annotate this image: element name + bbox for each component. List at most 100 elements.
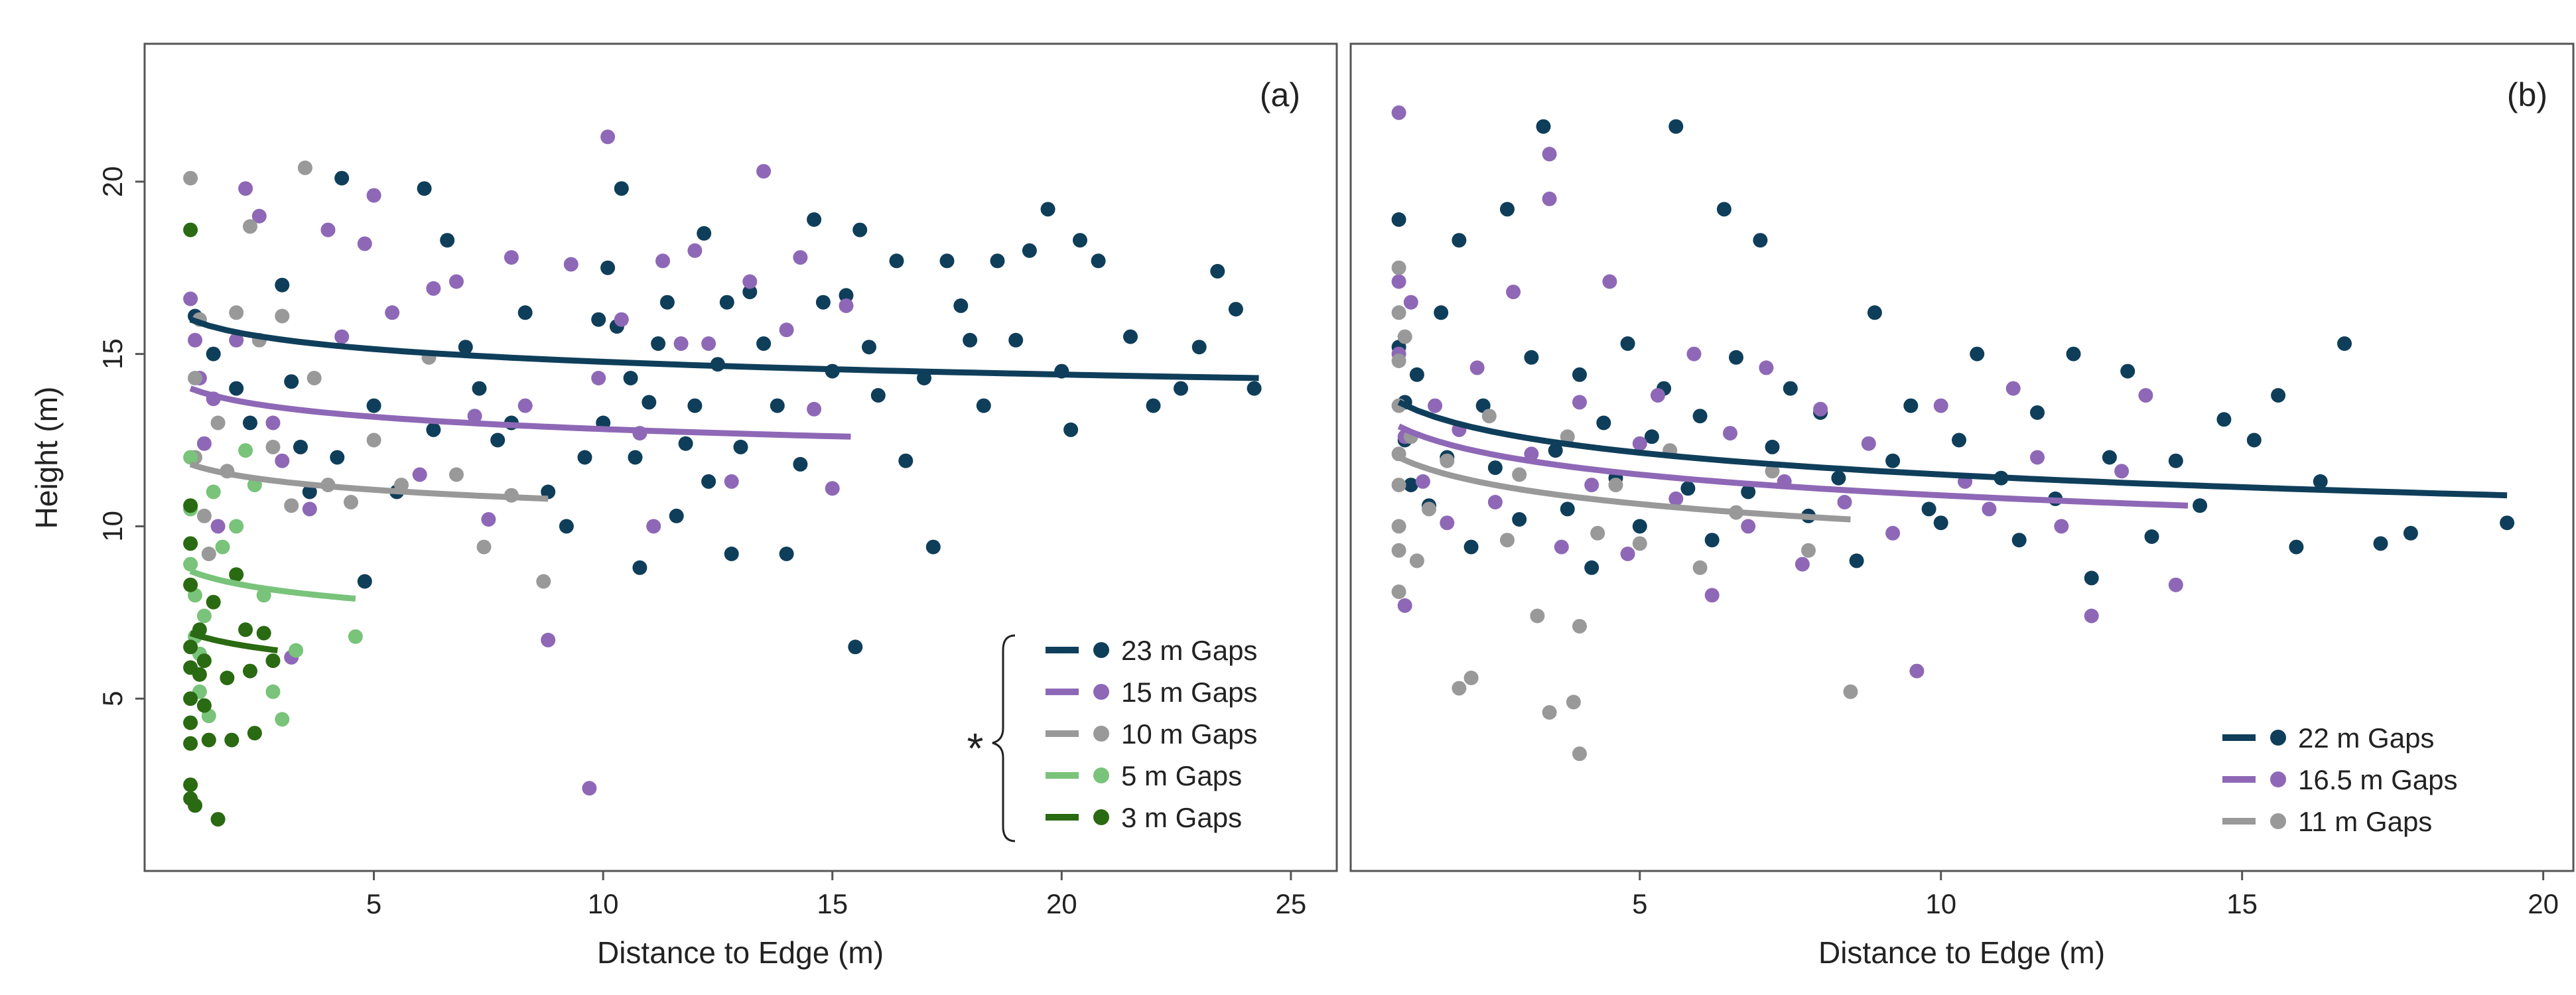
data-point [293,439,308,454]
data-point [1040,202,1055,217]
data-point [1391,274,1406,289]
data-point [1861,436,1876,451]
data-point [1487,460,1503,476]
data-point [1765,464,1780,479]
data-point [756,164,772,179]
data-point [724,547,739,561]
data-point [1668,119,1684,134]
data-point [229,332,244,348]
data-point [642,395,657,410]
data-point [963,332,978,348]
data-point [243,663,257,679]
data-point [1620,336,1635,351]
data-point [1668,491,1684,506]
data-point [852,222,868,237]
data-point [1391,543,1406,558]
data-point [678,436,693,451]
panel-label-a: (a) [1260,76,1300,113]
data-point [1572,619,1587,634]
legend-point-swatch [1093,809,1109,825]
data-point [646,519,661,534]
data-point [687,243,703,258]
data-point [839,288,854,303]
data-point [183,715,198,730]
data-point [2005,381,2021,396]
data-point [673,336,689,351]
ticks-a: 5 10 15 20 25 5 10 15 20 [97,166,1306,919]
data-point [183,170,198,186]
data-point [206,346,221,362]
data-point [939,253,955,269]
data-point [1644,429,1659,444]
data-point [651,336,666,351]
y-tick-label: 5 [97,691,128,706]
data-point [2500,515,2515,531]
data-point [183,691,198,706]
data-point [183,557,198,572]
data-point [1723,426,1737,441]
data-point [183,577,198,592]
data-point [224,732,239,748]
x-tick-label: 10 [588,888,619,919]
data-point [1933,515,1948,531]
data-point [1801,543,1816,558]
data-point [1560,501,1575,517]
data-point [2403,525,2418,541]
legend-point-swatch [2270,813,2286,829]
data-point [188,371,202,385]
data-point [196,436,212,451]
data-point [2337,336,2352,351]
data-point [183,498,198,513]
data-point [2030,450,2045,465]
ticks-b: 5 10 15 20 [1632,871,2559,919]
data-point [183,536,198,551]
panel-a-frame [143,42,1338,872]
data-point [2289,539,2304,555]
legend-label: 15 m Gaps [1121,677,1257,708]
data-point [2114,464,2130,479]
data-point [1469,360,1485,375]
data-point [481,512,496,527]
data-point [289,643,304,658]
data-point [1403,478,1418,493]
data-point [256,626,271,641]
data-point [1536,119,1551,134]
data-point [1008,332,1024,348]
data-point [265,653,281,669]
data-point [1783,381,1798,396]
data-point [1602,274,1617,289]
data-point [1632,436,1647,451]
data-point [357,574,372,589]
legend-a: * 23 m Gaps 15 m Gaps 10 m Gaps 5 m Gaps 3 m… [967,634,1257,842]
legend-entry: 5 m Gaps [1046,760,1242,791]
data-point [1982,501,1997,517]
data-point [196,508,212,523]
data-point [1692,560,1708,575]
x-tick-label: 10 [1925,888,1956,919]
data-point [1391,478,1406,493]
data-point [536,574,551,589]
data-point [614,181,629,196]
fit-line [1397,399,2508,499]
data-point [517,305,533,320]
data-point [2271,388,2286,403]
fit-line [189,630,279,653]
x-tick-label: 20 [1046,888,1077,919]
data-point [1716,202,1731,217]
data-point [1704,588,1720,603]
data-point [275,712,290,727]
data-point [2193,498,2208,513]
data-point [1434,305,1449,320]
data-point [265,439,281,454]
data-point [1530,608,1545,624]
legend-label: 11 m Gaps [2298,806,2432,837]
data-point [206,484,221,499]
data-point [1409,553,1424,568]
data-point [1831,470,1846,486]
data-point [1795,557,1810,572]
data-point [196,698,212,713]
data-point [183,639,198,655]
data-point [275,308,290,324]
legend-items-a: 23 m Gaps 15 m Gaps 10 m Gaps 5 m Gaps 3 m G… [1046,635,1257,833]
data-point [1921,501,1936,517]
